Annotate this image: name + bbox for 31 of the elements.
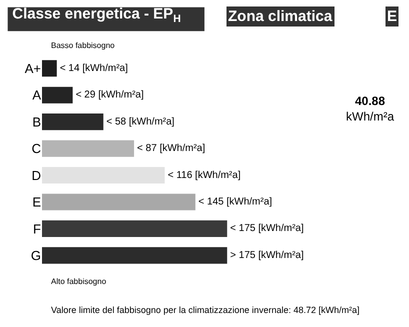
data-label: < 87 [kWh/m²a] [137,143,206,154]
bar [42,114,104,130]
data-label: < 14 [kWh/m²a] [60,62,128,74]
bar [42,166,165,184]
data-label: < 145 [kWh/m²a] [198,196,272,208]
bar [42,194,196,210]
y-tick-label: D [32,168,41,183]
bar [42,86,73,104]
text: Zona climatica [228,8,333,25]
data-label: < 58 [kWh/m²a] [106,116,175,128]
text: Alto fabbisogno [51,277,107,286]
chart-title: Classe energetica - EP$_{H}$ [12,6,181,25]
y-tick-label: E [32,194,42,210]
y-tick-label: A+ [24,60,41,76]
text: Valore limite del fabbisogno per la climatizzazione invernale: 48.72 [kWh/m²a] [51,305,360,315]
y-tick-label: F [33,221,42,236]
y-tick-label: A [32,88,42,103]
data-label: < 175 [kWh/m²a] [230,223,304,234]
text: E [387,8,398,25]
data-label: > 175 [kWh/m²a] [230,250,304,261]
text: 40.88 kWh/m²a [346,94,394,124]
bar [42,247,228,264]
bar [42,220,228,237]
bar [42,60,57,77]
data-label: < 116 [kWh/m²a] [168,170,241,181]
y-tick-label: C [32,141,41,156]
bar [42,140,134,157]
y-tick-label: G [30,248,41,263]
text: Basso fabbisogno [51,41,116,50]
data-label: < 29 [kWh/m²a] [76,90,144,101]
y-tick-label: B [32,114,41,130]
